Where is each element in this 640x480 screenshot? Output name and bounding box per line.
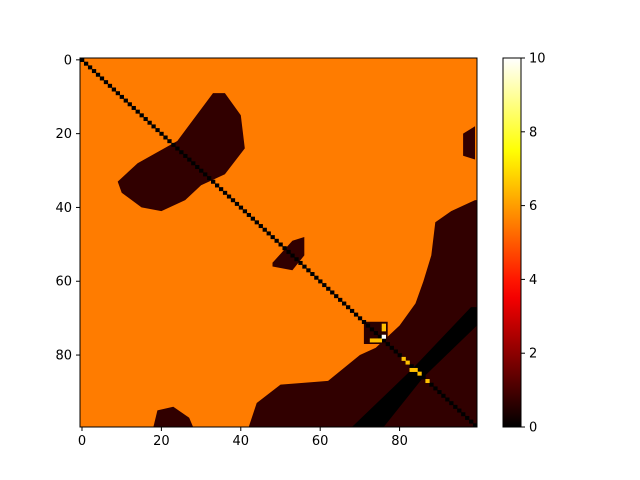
y-tick-label: 0 (64, 53, 72, 68)
heatmap-hot-cell (409, 367, 414, 372)
heatmap-hot-cell (417, 371, 422, 376)
colorbar-tick-label: 8 (529, 125, 537, 140)
heatmap-hot-cell (405, 360, 410, 365)
y-tick-label: 20 (55, 127, 72, 142)
plot-area (79, 57, 478, 428)
heatmap-hot-cell (373, 338, 379, 343)
x-tick-label: 80 (391, 434, 408, 449)
colorbar-tick-label: 0 (529, 421, 537, 436)
y-tick-label: 40 (55, 201, 72, 216)
heatmap-hot-cell (381, 334, 386, 339)
heatmap-hot-cell (381, 323, 386, 328)
heatmap-region-6 (153, 406, 194, 427)
x-tick-label: 60 (312, 434, 329, 449)
y-tick-label: 80 (55, 349, 72, 364)
heatmap-hot-cell (377, 338, 383, 343)
x-tick-label: 0 (78, 434, 86, 449)
colorbar-tick-label: 10 (529, 52, 546, 67)
y-axis: 0 20 40 60 80 (55, 53, 80, 364)
colorbar-tick-label: 6 (529, 199, 537, 214)
colorbar: 0 2 4 6 8 10 (502, 52, 546, 436)
colorbar-tick-label: 2 (529, 347, 537, 362)
x-axis: 0 20 40 60 80 (78, 427, 408, 449)
heatmap-hot-cell (381, 327, 386, 332)
heatmap-region-7 (351, 307, 477, 427)
x-tick-label: 20 (153, 434, 170, 449)
colorbar-tick-label: 4 (529, 273, 537, 288)
colorbar-gradient (502, 57, 522, 428)
plot-frame (79, 57, 478, 428)
x-tick-label: 40 (233, 434, 250, 449)
heatmap-hot-cell (425, 379, 430, 384)
y-tick-label: 60 (55, 275, 72, 290)
heatmap-region-2 (463, 126, 475, 160)
heatmap-hot-cell (413, 367, 418, 372)
heatmap-hot-cell (401, 356, 406, 361)
heatmap-hot-cell (369, 338, 375, 343)
